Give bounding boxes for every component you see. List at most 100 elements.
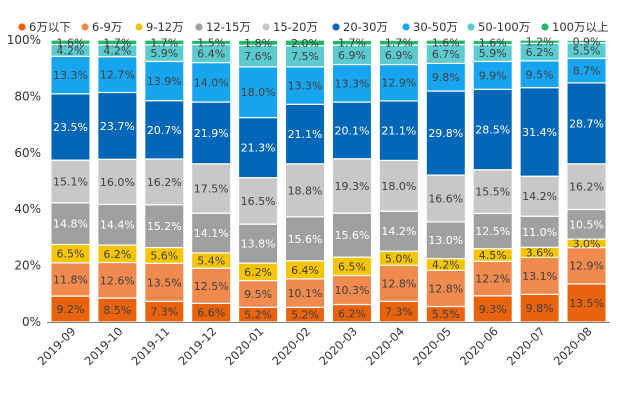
data-label-2019-09-8: 1.6% xyxy=(56,36,84,49)
data-label-2019-10-1: 12.6% xyxy=(100,274,135,287)
bar-group-2019-10: 8.5% 12.6% 6.2% 14.4% 16.0% 23.7% 12.7% 4.2%1.7… xyxy=(97,36,138,323)
bar-segment-2020-05-3 xyxy=(425,221,466,260)
y-tick-label-2: 40% xyxy=(14,202,41,216)
bar-segment-2019-11-4 xyxy=(144,158,185,206)
bar-segment-2020-02-6 xyxy=(284,66,326,105)
data-label-2020-03-8: 1.7% xyxy=(338,37,366,50)
data-label-2020-01-3: 13.8% xyxy=(241,238,276,251)
x-tick-label-9: 2020-06 xyxy=(457,324,501,368)
x-tick-label-10: 2020-07 xyxy=(504,324,548,368)
legend-marker-1 xyxy=(81,23,89,31)
data-label-2020-03-6: 13.3% xyxy=(334,77,369,90)
bar-segment-2020-07-4 xyxy=(519,175,560,217)
data-label-2019-12-1: 12.5% xyxy=(194,280,229,293)
bar-segment-2020-01-4 xyxy=(237,177,279,225)
bar-segment-2019-12-3 xyxy=(191,212,232,254)
data-label-2019-10-4: 16.0% xyxy=(100,176,135,189)
bar-segment-2019-09-4 xyxy=(50,159,91,204)
data-label-2019-12-8: 1.5% xyxy=(197,36,225,49)
data-label-2020-02-3: 15.6% xyxy=(288,233,323,246)
data-label-2020-06-1: 12.2% xyxy=(475,273,510,286)
data-label-2019-11-2: 5.6% xyxy=(150,249,178,262)
data-label-2019-11-3: 15.2% xyxy=(147,220,182,233)
data-label-2020-07-8: 1.2% xyxy=(526,36,554,49)
legend-marker-5 xyxy=(332,23,340,31)
bar-segment-2020-02-8 xyxy=(284,39,326,47)
bar-segment-2019-12-1 xyxy=(191,267,232,304)
data-label-2019-10-8: 1.7% xyxy=(103,36,131,49)
y-tick-label-1: 20% xyxy=(14,259,41,273)
data-label-2020-02-4: 18.8% xyxy=(288,184,323,197)
bar-segment-2020-06-6 xyxy=(472,60,513,90)
data-label-2019-09-1: 11.8% xyxy=(53,273,88,286)
bar-segment-2020-04-8 xyxy=(378,39,420,46)
bar-group-2020-06: 9.3% 12.2% 4.5% 12.5% 15.5% 28.5% 9.9% 5.9%1.6% xyxy=(472,37,513,323)
data-label-2020-08-7: 5.5% xyxy=(573,45,601,58)
data-label-2020-08-5: 28.7% xyxy=(569,117,604,130)
data-label-2019-09-6: 13.3% xyxy=(53,69,88,82)
legend-marker-7 xyxy=(467,23,475,31)
bar-segment-2020-06-3 xyxy=(472,212,513,250)
bar-segment-2019-09-1 xyxy=(50,262,91,297)
x-tick-label-0: 2019-09 xyxy=(35,324,79,368)
bar-group-2019-12: 6.6% 12.5% 5.4% 14.1% 17.5% 21.9% 14.0% 6.4%1.5… xyxy=(191,36,232,323)
data-label-2019-12-3: 14.1% xyxy=(194,227,229,240)
data-label-2020-04-6: 12.9% xyxy=(381,77,416,90)
legend-marker-6 xyxy=(402,23,410,31)
data-label-2020-02-1: 10.1% xyxy=(288,287,323,300)
data-label-2020-07-7: 6.2% xyxy=(526,46,554,59)
bar-segment-2020-07-1 xyxy=(519,256,560,295)
bar-segment-2020-07-5 xyxy=(519,87,560,177)
bar-segment-2020-05-4 xyxy=(425,174,466,223)
data-label-2020-01-1: 9.5% xyxy=(244,288,272,301)
legend-label-5: 20-30万 xyxy=(343,20,388,34)
data-label-2020-05-7: 6.7% xyxy=(432,48,460,61)
bar-segment-2019-10-8 xyxy=(97,39,138,46)
data-label-2019-11-7: 5.9% xyxy=(150,47,178,60)
data-label-2020-04-7: 6.9% xyxy=(385,49,413,62)
bar-segment-2020-08-8 xyxy=(566,39,607,44)
legend-label-0: 6万以下 xyxy=(29,20,71,34)
bar-segment-2020-04-1 xyxy=(378,264,420,303)
x-tick-label-5: 2020-02 xyxy=(269,324,313,368)
data-label-2020-03-3: 15.6% xyxy=(334,229,369,242)
data-label-2020-05-8: 1.6% xyxy=(432,36,460,49)
legend-label-3: 12-15万 xyxy=(206,20,251,34)
data-label-2020-05-3: 13.0% xyxy=(428,234,463,247)
legend-label-8: 100万以上 xyxy=(552,20,608,34)
data-label-2020-08-3: 10.5% xyxy=(569,218,604,231)
bar-segment-2020-06-5 xyxy=(472,88,513,171)
y-axis: 0% 20% 40% 60% 80% 100% xyxy=(7,33,41,329)
legend-marker-3 xyxy=(195,23,203,31)
data-label-2020-01-0: 5.2% xyxy=(244,309,272,322)
legend-label-1: 6-9万 xyxy=(92,20,122,34)
bar-segment-2020-02-4 xyxy=(284,163,326,218)
data-label-2019-11-6: 13.9% xyxy=(147,75,182,88)
data-label-2019-09-7: 4.2% xyxy=(56,44,84,57)
data-label-2019-11-1: 13.5% xyxy=(147,276,182,289)
data-label-2019-11-5: 20.7% xyxy=(147,124,182,137)
data-label-2020-06-3: 12.5% xyxy=(475,225,510,238)
data-label-2019-12-7: 6.4% xyxy=(197,48,225,61)
data-label-2020-08-8: 0.9% xyxy=(573,36,601,49)
data-label-2020-07-4: 14.2% xyxy=(522,190,557,203)
bar-segment-2020-05-6 xyxy=(425,62,466,92)
data-label-2019-10-6: 12.7% xyxy=(100,69,135,82)
data-label-2020-01-5: 21.3% xyxy=(241,142,276,155)
data-label-2020-02-5: 21.1% xyxy=(288,128,323,141)
bar-segment-2020-08-6 xyxy=(566,57,607,84)
data-label-2020-06-4: 15.5% xyxy=(475,186,510,199)
data-label-2020-08-2: 3.0% xyxy=(573,237,601,250)
data-label-2020-06-8: 1.6% xyxy=(479,37,507,50)
bar-group-2019-09: 9.2% 11.8% 6.5% 14.8% 15.1% 23.5% 13.3% 4.2%1.6… xyxy=(50,36,91,323)
bar-segment-2020-02-1 xyxy=(284,278,326,308)
data-label-2019-11-0: 7.3% xyxy=(150,306,178,319)
bar-segment-2019-12-8 xyxy=(191,39,232,46)
bar-segment-2019-10-5 xyxy=(97,91,138,160)
data-label-2020-03-1: 10.3% xyxy=(334,284,369,297)
bar-segment-2020-05-5 xyxy=(425,90,466,176)
data-label-2020-05-2: 4.2% xyxy=(432,258,460,271)
data-label-2020-02-7: 7.5% xyxy=(291,50,319,63)
data-label-2019-10-2: 6.2% xyxy=(103,248,131,261)
